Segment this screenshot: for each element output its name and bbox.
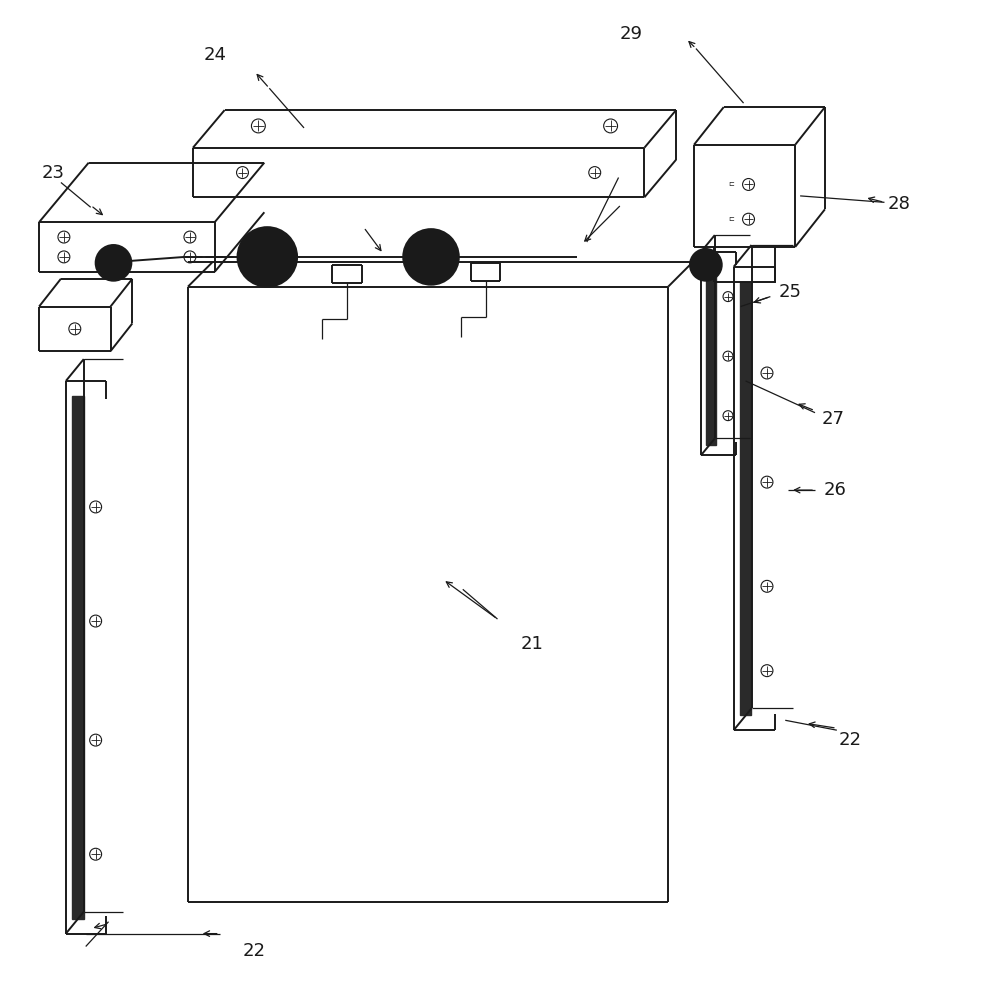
Circle shape	[95, 245, 131, 281]
Polygon shape	[705, 262, 715, 445]
Text: 27: 27	[820, 410, 844, 428]
Text: ⊏: ⊏	[728, 181, 734, 187]
Text: 29: 29	[619, 25, 642, 43]
Text: 22: 22	[243, 942, 265, 960]
Text: 23: 23	[42, 164, 65, 182]
Text: 22: 22	[837, 731, 861, 749]
Text: 25: 25	[778, 283, 801, 301]
Circle shape	[403, 229, 458, 285]
Text: 21: 21	[520, 635, 543, 653]
Text: 24: 24	[203, 46, 226, 64]
Text: ⊏: ⊏	[728, 216, 734, 222]
Polygon shape	[739, 282, 749, 715]
Polygon shape	[72, 396, 83, 919]
Text: 28: 28	[887, 195, 910, 213]
Circle shape	[238, 227, 297, 287]
Text: 26: 26	[823, 481, 846, 499]
Circle shape	[689, 249, 721, 281]
